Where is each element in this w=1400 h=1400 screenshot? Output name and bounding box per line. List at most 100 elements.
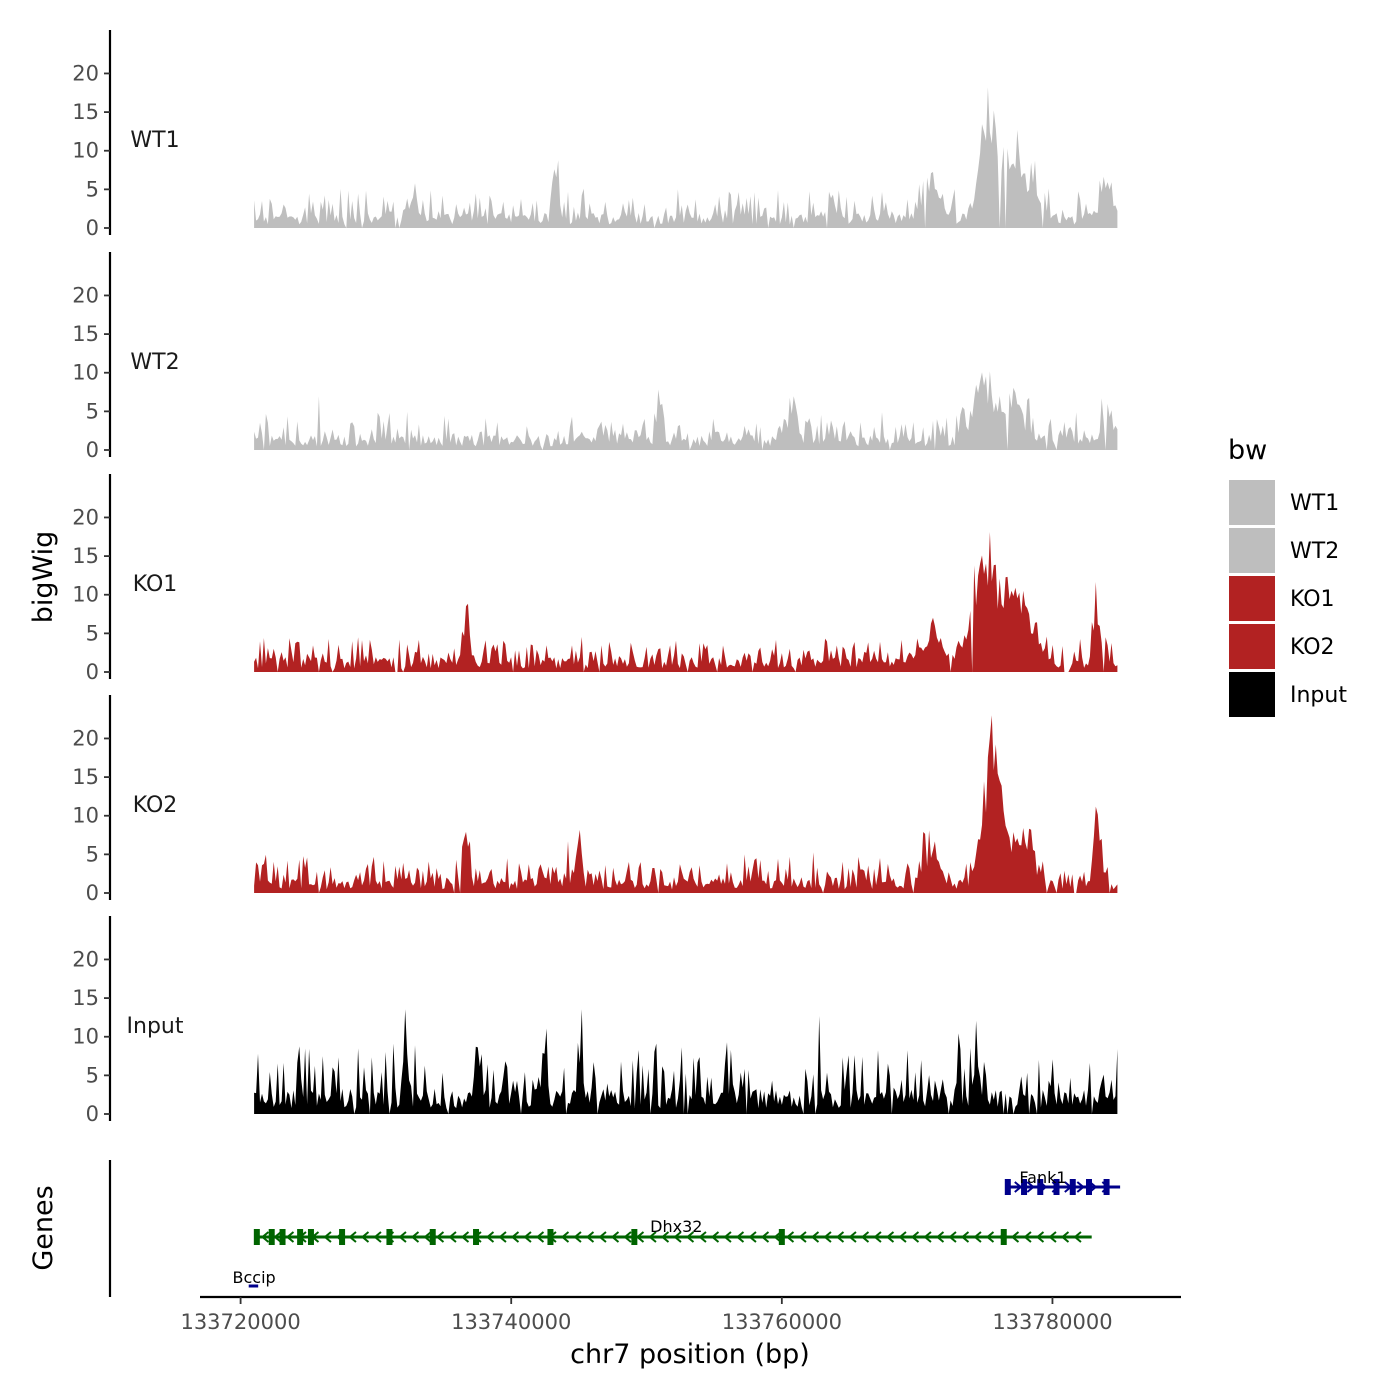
- strand-arrow: [398, 1231, 407, 1243]
- legend-label: WT2: [1290, 539, 1339, 564]
- strand-arrow: [973, 1231, 982, 1243]
- strand-arrow: [910, 1231, 920, 1243]
- y-tick-label: 0: [86, 216, 99, 240]
- strand-arrow: [873, 1231, 882, 1243]
- exon: [1103, 1179, 1110, 1195]
- strand-arrow: [898, 1231, 907, 1243]
- gene-label: Dhx32: [650, 1217, 702, 1236]
- strand-arrow: [435, 1231, 445, 1243]
- track-wt2: 0 5 10 15 20 WT2: [72, 252, 1118, 462]
- exon: [339, 1229, 346, 1245]
- strand-arrow: [785, 1231, 795, 1243]
- strand-arrow: [760, 1231, 770, 1243]
- exon: [429, 1229, 436, 1245]
- exon: [473, 1229, 480, 1245]
- y-tick-label: 20: [72, 947, 99, 971]
- strand-arrow: [410, 1231, 420, 1243]
- strand-arrow: [498, 1231, 507, 1243]
- signal-area: [254, 532, 1118, 672]
- y-tick-label: 15: [72, 544, 99, 568]
- legend-label: KO1: [1290, 587, 1335, 612]
- strand-arrow: [1048, 1231, 1057, 1243]
- strand-arrow: [823, 1231, 832, 1243]
- y-tick-label: 5: [86, 842, 99, 866]
- exon: [547, 1229, 554, 1245]
- strand-arrow: [610, 1231, 620, 1243]
- gene-label: Fank1: [1019, 1168, 1066, 1187]
- x-axis-title: chr7 position (bp): [570, 1339, 810, 1370]
- y-tick-label: 20: [72, 505, 99, 529]
- strand-arrow: [935, 1231, 945, 1243]
- track-label: KO2: [133, 793, 178, 818]
- strand-arrow: [710, 1231, 720, 1243]
- strand-arrow: [1026, 1181, 1035, 1193]
- strand-arrow: [448, 1231, 457, 1243]
- strand-arrow: [460, 1231, 470, 1243]
- exon: [1053, 1179, 1060, 1195]
- legend-title: bw: [1228, 435, 1267, 466]
- y-tick-label: 5: [86, 399, 99, 423]
- strand-arrow: [660, 1231, 670, 1243]
- strand-arrow: [860, 1231, 870, 1243]
- y-tick-label: 0: [86, 660, 99, 684]
- legend-swatch: [1229, 672, 1275, 717]
- strand-arrow: [948, 1231, 957, 1243]
- y-tick-label: 5: [86, 177, 99, 201]
- strand-arrow: [985, 1231, 995, 1243]
- gene-fank1: Fank1: [1004, 1168, 1121, 1195]
- legend-swatch: [1229, 528, 1275, 573]
- genes-axis-title: Genes: [28, 1185, 59, 1270]
- strand-arrow: [723, 1231, 732, 1243]
- strand-arrow: [535, 1231, 545, 1243]
- x-tick-label: 133780000: [992, 1310, 1112, 1334]
- track-wt1: 0 5 10 15 20 WT1: [72, 30, 1118, 240]
- exon: [778, 1229, 785, 1245]
- exon: [253, 1229, 260, 1245]
- y-tick-label: 5: [86, 621, 99, 645]
- tracks-layer: 0 5 10 15 20 WT1 0 5 10 15 20 WT2 0 5 10 15 20 KO1 0 5 10 15 2…: [72, 30, 1118, 1126]
- strand-arrow: [1023, 1231, 1032, 1243]
- strand-arrow: [285, 1231, 295, 1243]
- exon: [1000, 1229, 1007, 1245]
- strand-arrow: [485, 1231, 495, 1243]
- strand-arrow: [573, 1231, 582, 1243]
- strand-arrow: [1014, 1181, 1023, 1193]
- strand-arrow: [523, 1231, 532, 1243]
- strand-arrow: [373, 1231, 382, 1243]
- strand-arrow: [673, 1231, 682, 1243]
- y-tick-label: 0: [86, 1102, 99, 1126]
- legend-label: KO2: [1290, 635, 1335, 660]
- strand-arrow: [848, 1231, 857, 1243]
- track-input: 0 5 10 15 20 Input: [72, 916, 1118, 1126]
- strand-arrow: [748, 1231, 757, 1243]
- gene-label: Bccip: [233, 1268, 276, 1287]
- y-tick-label: 20: [72, 283, 99, 307]
- y-tick-label: 15: [72, 322, 99, 346]
- y-tick-label: 15: [72, 765, 99, 789]
- strand-arrow: [1060, 1231, 1070, 1243]
- y-tick-label: 10: [72, 139, 99, 163]
- y-axis-title: bigWig: [28, 531, 59, 624]
- strand-arrow: [623, 1231, 632, 1243]
- x-tick-label: 133720000: [180, 1310, 300, 1334]
- strand-arrow: [1073, 1231, 1082, 1243]
- exon: [631, 1229, 638, 1245]
- genes-layer: Fank1 Dhx32 Bccip: [108, 1160, 1121, 1297]
- exon: [1085, 1179, 1092, 1195]
- y-tick-label: 20: [72, 726, 99, 750]
- x-tick-label: 133760000: [722, 1310, 842, 1334]
- strand-arrow: [1010, 1231, 1020, 1243]
- strand-arrow: [960, 1231, 970, 1243]
- strand-arrow: [685, 1231, 695, 1243]
- legend-swatch: [1229, 624, 1275, 669]
- strand-arrow: [885, 1231, 895, 1243]
- gene-dhx32: Dhx32: [253, 1217, 1092, 1245]
- track-ko2: 0 5 10 15 20 KO2: [72, 695, 1118, 905]
- strand-arrow: [273, 1231, 282, 1243]
- y-tick-label: 15: [72, 986, 99, 1010]
- signal-area: [254, 715, 1118, 893]
- strand-arrow: [598, 1231, 607, 1243]
- signal-area: [254, 87, 1118, 228]
- strand-arrow: [510, 1231, 520, 1243]
